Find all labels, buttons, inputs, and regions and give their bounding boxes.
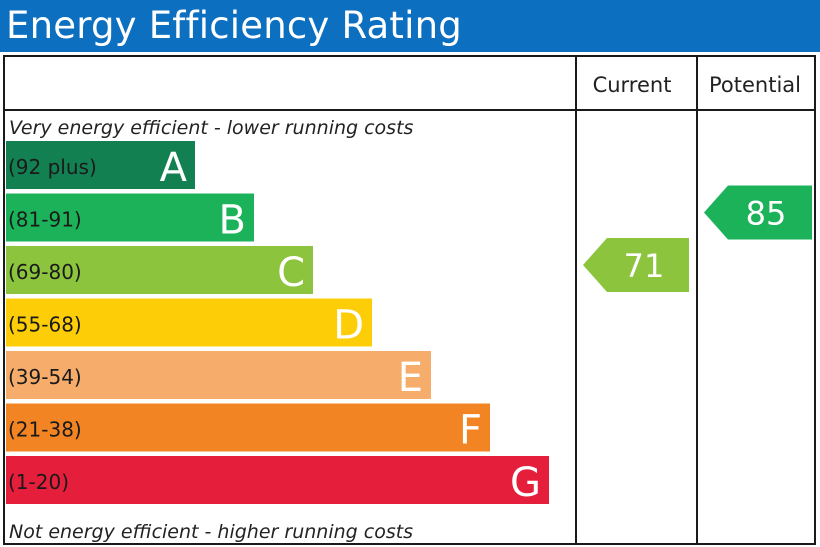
band-letter: B xyxy=(219,198,246,244)
band-letter: E xyxy=(398,355,423,401)
header-potential: Potential xyxy=(709,73,801,97)
band-letter: D xyxy=(333,303,364,349)
potential-rating-arrow: 85 xyxy=(704,185,812,240)
band-range-label: (55-68) xyxy=(8,313,82,337)
band-range-label: (1-20) xyxy=(8,470,69,494)
current-rating-value: 71 xyxy=(624,247,665,285)
band-c: (69-80) C xyxy=(6,246,313,296)
outer-border xyxy=(3,55,816,545)
band-f: (21-38) F xyxy=(6,403,490,454)
band-bar-b xyxy=(6,193,254,242)
band-letter: C xyxy=(277,250,305,296)
band-bar-a xyxy=(6,141,195,189)
band-bar-f xyxy=(6,403,490,452)
band-letter: G xyxy=(510,460,541,506)
band-b: (81-91) B xyxy=(6,193,254,244)
band-letter: A xyxy=(160,145,188,191)
header-current: Current xyxy=(593,73,672,97)
band-e: (39-54) E xyxy=(6,351,431,401)
band-letter: F xyxy=(459,408,482,454)
band-bar-g xyxy=(6,456,549,504)
band-bar-d xyxy=(6,298,372,347)
band-bar-c xyxy=(6,246,313,294)
band-g: (1-20) G xyxy=(6,456,549,506)
band-d: (55-68) D xyxy=(6,298,372,349)
title-bar: Energy Efficiency Rating xyxy=(0,0,820,52)
band-range-label: (21-38) xyxy=(8,418,82,442)
chart-title: Energy Efficiency Rating xyxy=(6,4,462,47)
current-arrow-shape xyxy=(583,238,689,292)
top-note: Very energy efficient - lower running co… xyxy=(9,117,414,139)
table-frame xyxy=(3,55,816,545)
rating-bands: (92 plus) A(81-91) B(69-80) C(55-68) D(39-54… xyxy=(6,141,549,506)
band-range-label: (39-54) xyxy=(8,365,82,389)
rating-arrows: 71 85 xyxy=(583,185,812,292)
potential-rating-value: 85 xyxy=(746,195,787,233)
band-a: (92 plus) A xyxy=(6,141,195,191)
band-range-label: (81-91) xyxy=(8,208,82,232)
potential-arrow-shape xyxy=(704,185,812,240)
band-bar-e xyxy=(6,351,431,399)
bottom-note: Not energy efficient - higher running co… xyxy=(9,521,413,543)
current-rating-arrow: 71 xyxy=(583,238,689,292)
band-range-label: (92 plus) xyxy=(8,155,97,179)
band-range-label: (69-80) xyxy=(8,260,82,284)
